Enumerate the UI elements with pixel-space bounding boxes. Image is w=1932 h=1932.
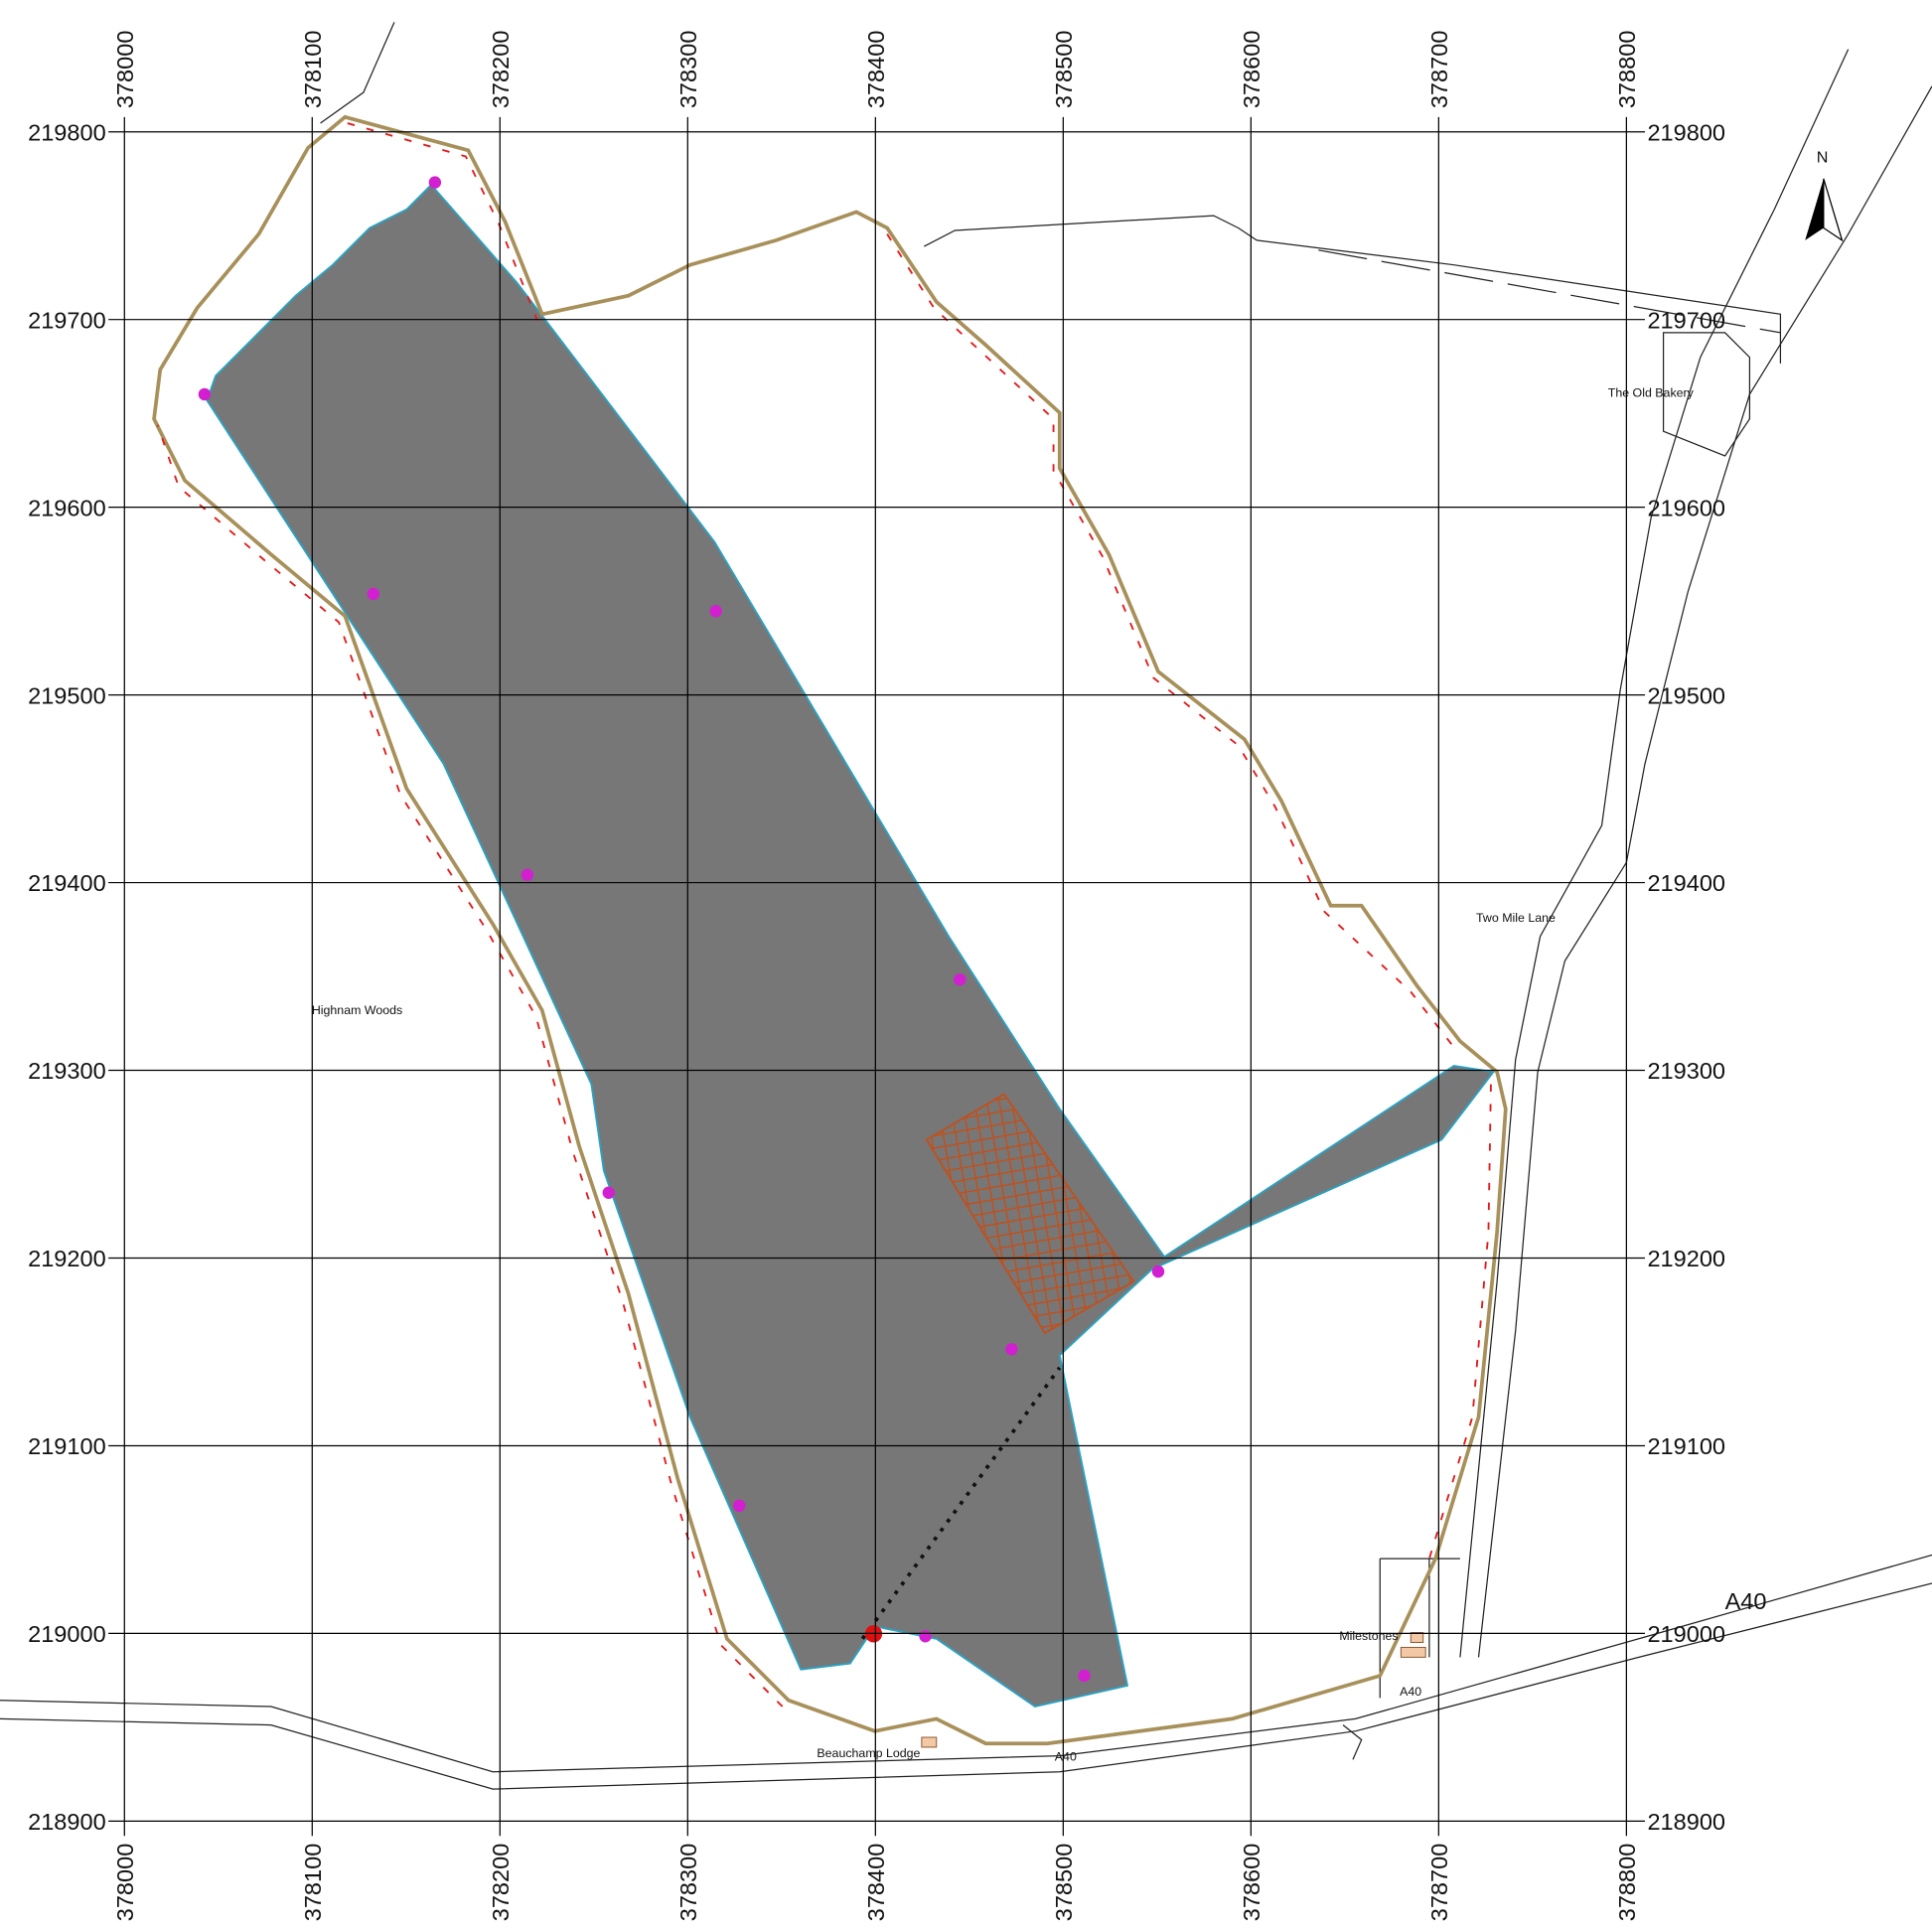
place-label: Highnam Woods xyxy=(312,1003,402,1017)
easting-label: 378000 xyxy=(112,31,138,109)
easting-label: 378600 xyxy=(1239,1844,1264,1922)
easting-label: 378300 xyxy=(675,31,701,109)
easting-label: 378000 xyxy=(112,1844,138,1922)
easting-label: 378700 xyxy=(1426,1844,1452,1922)
easting-label: 378700 xyxy=(1426,31,1452,109)
northing-label: 219100 xyxy=(28,1433,106,1459)
northing-label: 219200 xyxy=(28,1246,106,1271)
place-label: Milestones xyxy=(1339,1629,1398,1643)
easting-label: 378500 xyxy=(1051,31,1077,109)
map: 378000 378000 378100 378100 378200 378200 3783… xyxy=(0,0,1932,1932)
northing-label: 218900 xyxy=(28,1809,106,1835)
easting-label: 378600 xyxy=(1239,31,1264,109)
easting-label: 378500 xyxy=(1051,1844,1077,1922)
northing-label: 219700 xyxy=(1647,307,1725,333)
place-label: The Old Bakery xyxy=(1608,385,1695,399)
northing-label: 219300 xyxy=(1647,1058,1725,1084)
easting-label: 378400 xyxy=(863,1844,889,1922)
easting-label: 378400 xyxy=(863,31,889,109)
north-label: N xyxy=(1817,149,1829,167)
easting-label: 378100 xyxy=(300,31,326,109)
place-label: Two Mile Lane xyxy=(1476,911,1556,925)
easting-label: 378300 xyxy=(675,1844,701,1922)
easting-label: 378200 xyxy=(488,1844,514,1922)
northing-label: 219500 xyxy=(1647,682,1725,708)
easting-label: 378800 xyxy=(1614,1844,1640,1922)
place-label: Beauchamp Lodge xyxy=(817,1746,920,1760)
place-label: A40 xyxy=(1055,1750,1077,1764)
place-label: A40 xyxy=(1725,1588,1767,1614)
northing-label: 219400 xyxy=(28,870,106,896)
northing-label: 219300 xyxy=(28,1058,106,1084)
northing-label: 219700 xyxy=(28,307,106,333)
northing-label: 219800 xyxy=(28,119,106,145)
northing-label: 219000 xyxy=(28,1621,106,1647)
northing-label: 219800 xyxy=(1647,119,1725,145)
northing-label: 219600 xyxy=(1647,495,1725,520)
easting-label: 378200 xyxy=(488,31,514,109)
northing-label: 219400 xyxy=(1647,870,1725,896)
northing-label: 219500 xyxy=(28,682,106,708)
easting-label: 378800 xyxy=(1614,31,1640,109)
northing-label: 219200 xyxy=(1647,1246,1725,1271)
northing-label: 219600 xyxy=(28,495,106,520)
northing-label: 219000 xyxy=(1647,1621,1725,1647)
northing-label: 218900 xyxy=(1647,1809,1725,1835)
place-label: A40 xyxy=(1400,1685,1421,1699)
easting-label: 378100 xyxy=(300,1844,326,1922)
north-arrow: N xyxy=(1805,149,1842,240)
survey-area xyxy=(207,185,1493,1707)
northing-label: 219100 xyxy=(1647,1433,1725,1459)
